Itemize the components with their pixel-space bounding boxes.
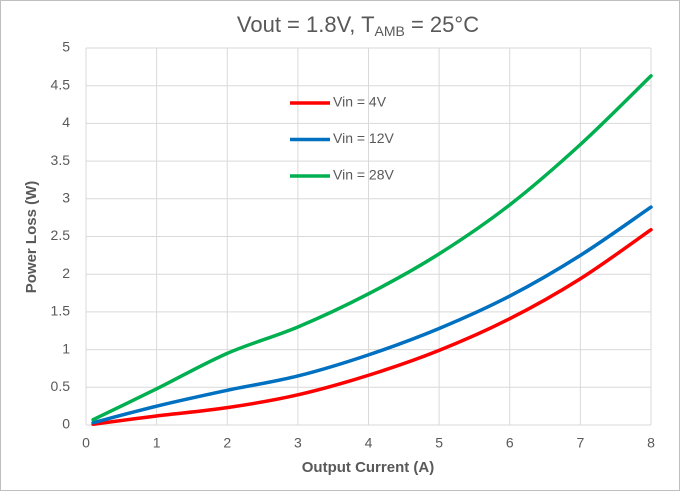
data-line <box>91 205 653 425</box>
chart-title: Vout = 1.8V, TAMB = 25°C <box>237 12 479 39</box>
legend-label: Vin = 28V <box>333 167 395 183</box>
x-tick-label: 5 <box>435 435 443 451</box>
y-tick-label: 4 <box>62 114 70 130</box>
x-tick-label: 7 <box>576 435 584 451</box>
x-tick-label: 4 <box>365 435 373 451</box>
x-tick-label: 8 <box>647 435 655 451</box>
x-tick-label: 0 <box>82 435 90 451</box>
y-tick-label: 3 <box>62 190 70 206</box>
y-tick-label: 2.5 <box>51 227 71 243</box>
y-axis-label: Power Loss (W) <box>23 181 40 294</box>
x-tick-label: 1 <box>153 435 161 451</box>
y-tick-label: 4.5 <box>51 76 71 92</box>
x-tick-label: 3 <box>294 435 302 451</box>
title-part: = 25°C <box>405 12 479 37</box>
title-part: Vout = 1.8V, T <box>237 12 375 37</box>
y-tick-label: 2 <box>62 265 70 281</box>
title-subscript: AMB <box>375 23 405 39</box>
legend-label: Vin = 4V <box>333 94 387 110</box>
legend-label: Vin = 12V <box>333 130 395 146</box>
x-tick-label: 2 <box>223 435 231 451</box>
y-tick-label: 1.5 <box>51 303 71 319</box>
y-tick-label: 1 <box>62 340 70 356</box>
y-tick-label: 0.5 <box>51 378 71 394</box>
data-line <box>91 227 653 426</box>
y-tick-label: 0 <box>62 416 70 432</box>
x-tick-label: 6 <box>506 435 514 451</box>
y-tick-label: 5 <box>62 39 70 55</box>
data-line <box>91 74 653 422</box>
x-axis-label: Output Current (A) <box>302 459 434 476</box>
y-tick-label: 3.5 <box>51 152 71 168</box>
